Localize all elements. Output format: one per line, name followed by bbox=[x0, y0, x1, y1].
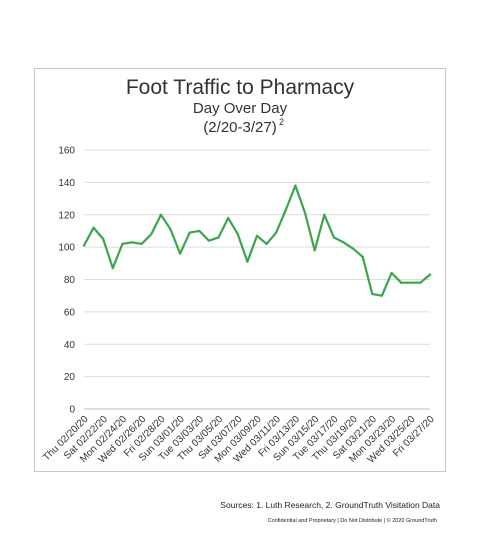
data-point bbox=[169, 228, 172, 231]
data-point bbox=[303, 212, 307, 215]
y-axis: 0 20 40 60 80 100 120 140 160 bbox=[58, 146, 75, 416]
data-point bbox=[390, 271, 393, 275]
data-point bbox=[111, 267, 114, 270]
data-point bbox=[159, 213, 162, 216]
data-point bbox=[150, 233, 153, 236]
y-tick-label: 40 bbox=[64, 340, 76, 351]
y-tick-label: 160 bbox=[58, 146, 75, 157]
data-point bbox=[179, 252, 182, 255]
data-point bbox=[265, 242, 268, 245]
y-tick-label: 0 bbox=[69, 405, 75, 416]
data-point bbox=[400, 281, 403, 284]
data-point bbox=[121, 242, 124, 245]
data-point bbox=[409, 281, 412, 284]
data-point bbox=[198, 229, 201, 233]
confidential-note: Confidential and Proprietary | Do Not Di… bbox=[267, 518, 437, 524]
data-point bbox=[332, 236, 335, 239]
chart-subtitle-line-2: (2/20-3/27) bbox=[203, 119, 276, 136]
data-point bbox=[275, 231, 278, 234]
data-point bbox=[227, 216, 230, 220]
data-point bbox=[361, 255, 364, 258]
data-point bbox=[342, 241, 345, 244]
y-tick-label: 80 bbox=[64, 275, 76, 286]
data-point bbox=[313, 249, 316, 252]
y-tick-label: 20 bbox=[64, 372, 76, 383]
chart-subtitle-line-1: Day Over Day bbox=[193, 100, 288, 117]
data-point bbox=[428, 273, 432, 276]
y-tick-label: 120 bbox=[58, 210, 75, 221]
data-point bbox=[294, 184, 297, 187]
data-point bbox=[140, 242, 143, 245]
data-point bbox=[92, 226, 95, 229]
data-point bbox=[102, 237, 105, 241]
data-point bbox=[419, 281, 422, 284]
chart-subtitle-superscript: 2 bbox=[279, 117, 284, 127]
series-layer bbox=[82, 184, 432, 297]
data-point bbox=[246, 260, 249, 263]
sources-note: Sources: 1. Luth Research, 2. GroundTrut… bbox=[220, 500, 440, 510]
data-point bbox=[236, 233, 239, 236]
data-point bbox=[323, 213, 326, 216]
data-point bbox=[130, 241, 134, 244]
data-point bbox=[352, 247, 355, 250]
data-point bbox=[207, 239, 211, 242]
y-tick-label: 60 bbox=[64, 307, 76, 318]
data-point bbox=[82, 244, 86, 247]
y-tick-label: 140 bbox=[58, 178, 75, 189]
data-point bbox=[217, 236, 220, 239]
data-point bbox=[380, 294, 384, 297]
data-point bbox=[255, 234, 259, 237]
chart-title: Foot Traffic to Pharmacy bbox=[126, 76, 355, 99]
data-point bbox=[284, 208, 287, 211]
y-tick-label: 100 bbox=[58, 243, 75, 254]
data-point bbox=[371, 292, 374, 296]
data-point bbox=[188, 231, 191, 234]
grid-layer bbox=[84, 149, 430, 410]
chart-frame bbox=[34, 68, 446, 472]
